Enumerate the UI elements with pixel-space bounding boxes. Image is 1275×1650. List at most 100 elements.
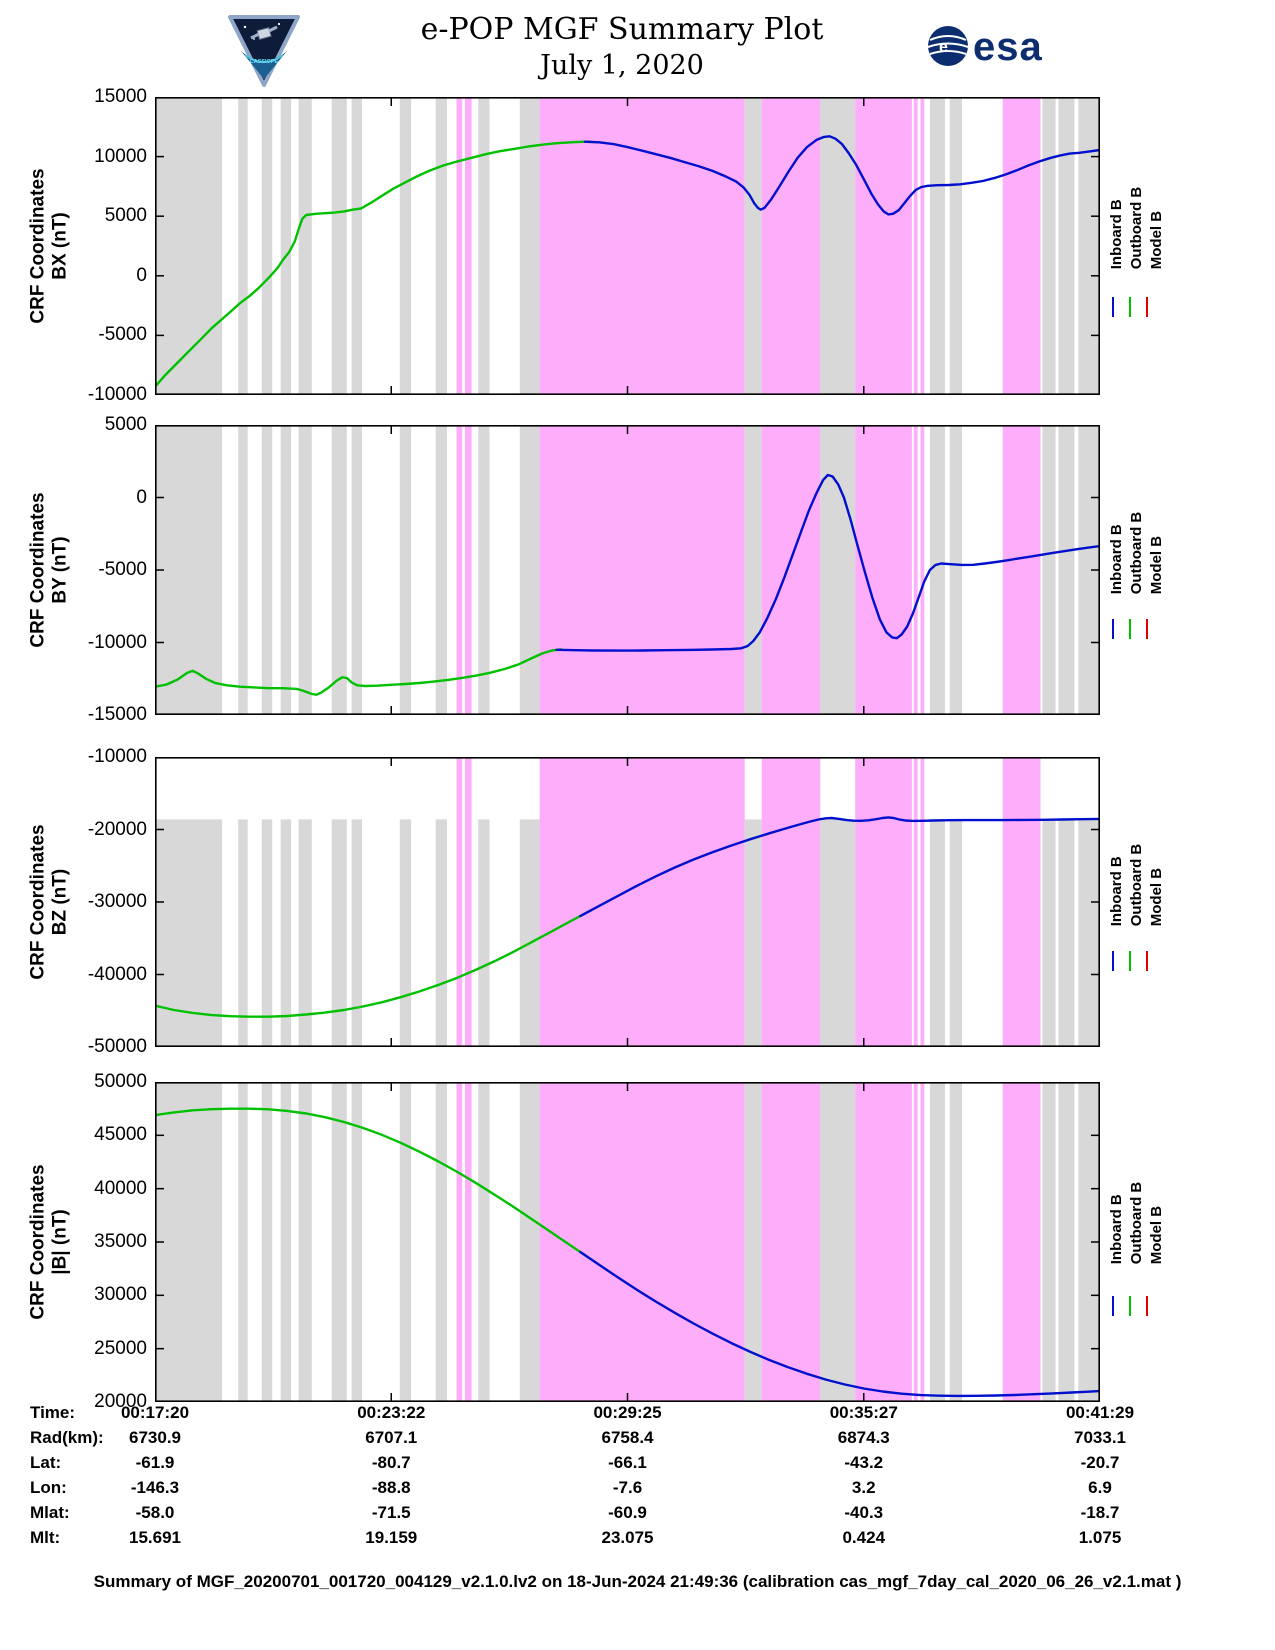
- gray-band: [1042, 97, 1056, 395]
- magenta-band: [1002, 97, 1041, 395]
- gray-band: [261, 97, 273, 395]
- magenta-band: [539, 757, 745, 1047]
- table-row: Rad(km): 6730.9 6707.1 6758.4 6874.3 7033.1: [0, 1428, 1275, 1453]
- by-plot-area: [155, 425, 1100, 715]
- magenta-band: [761, 757, 821, 1047]
- series-line-outboard: [155, 648, 563, 696]
- legend-mark-inboard: [1112, 951, 1114, 972]
- series-line-outboard: [155, 1107, 591, 1260]
- gray-band: [298, 1082, 312, 1402]
- legend-mark-model: [1146, 296, 1148, 317]
- ephemeris-table: Time: 00:17:20 00:23:22 00:29:25 00:35:27 00:…: [0, 1403, 1275, 1553]
- bz-plot-area: [155, 757, 1100, 1047]
- legend-label-model: Model B: [1148, 867, 1165, 926]
- gray-band: [280, 425, 292, 715]
- gray-band: [1058, 819, 1075, 1047]
- gray-band: [744, 819, 762, 1047]
- gray-band: [1078, 1082, 1100, 1402]
- gray-band: [929, 97, 945, 395]
- y-tick-label: 35000: [94, 1231, 147, 1252]
- table-row: Mlat: -58.0 -71.5 -60.9 -40.3 -18.7: [0, 1503, 1275, 1528]
- bz-ytick-labels: -10000 -20000 -30000 -40000 -50000: [5, 746, 147, 1057]
- gray-band: [1078, 819, 1100, 1047]
- legend-label-inboard: Inboard B: [1108, 523, 1125, 594]
- magenta-band: [920, 1082, 925, 1402]
- table-cell: 6730.9: [129, 1428, 181, 1447]
- gray-band: [1078, 97, 1100, 395]
- magenta-band: [456, 757, 463, 1047]
- gray-band: [435, 819, 447, 1047]
- table-cell: 19.159: [365, 1528, 418, 1547]
- y-tick-label: -20000: [87, 818, 147, 840]
- magenta-band: [465, 425, 472, 715]
- legend-label-inboard: Inboard B: [1108, 199, 1125, 270]
- y-tick-label: 45000: [94, 1124, 147, 1146]
- gray-band: [435, 1082, 447, 1402]
- plot-border: [155, 1082, 1100, 1402]
- gray-band: [435, 97, 447, 395]
- gray-band: [478, 1082, 490, 1402]
- bx-legend: Inboard B Outboard B Model B: [1106, 97, 1184, 395]
- bx-ytick-labels: 15000 10000 5000 0 -5000 -10000: [5, 86, 147, 405]
- table-cell: 00:29:25: [593, 1403, 662, 1422]
- magenta-band: [1002, 1082, 1041, 1402]
- y-tick-label: -50000: [87, 1036, 147, 1057]
- legend-label-inboard: Inboard B: [1108, 1194, 1125, 1265]
- y-tick-label: -40000: [87, 963, 147, 985]
- table-cell: 0.424: [842, 1528, 886, 1547]
- gray-band: [280, 97, 292, 395]
- gray-band: [351, 819, 362, 1047]
- table-cell: 00:41:29: [1065, 1403, 1135, 1422]
- patch-text: CASSIOPE: [250, 59, 279, 65]
- gray-band: [519, 819, 540, 1047]
- y-tick-label: 20000: [94, 1391, 147, 1412]
- gray-band: [820, 819, 856, 1047]
- patch-earth: [241, 51, 287, 79]
- series-line-outboard: [155, 909, 591, 1018]
- footer-summary-text: Summary of MGF_20200701_001720_004129_v2…: [93, 1572, 1182, 1591]
- magenta-band: [456, 1082, 463, 1402]
- y-tick-label: -10000: [87, 384, 147, 405]
- legend-mark-outboard: [1129, 619, 1131, 640]
- panel-bmag: CRF Coordinates |B| (nT) 50000 45000 40000…: [28, 1071, 1165, 1412]
- y-tick-label: -10000: [87, 631, 147, 653]
- legend-label-model: Model B: [1148, 211, 1165, 270]
- gray-band: [399, 97, 412, 395]
- y-tick-label: 10000: [94, 145, 147, 167]
- magenta-band: [855, 97, 912, 395]
- gray-band: [435, 425, 447, 715]
- magenta-band: [539, 97, 745, 395]
- magenta-band: [465, 97, 472, 395]
- magenta-band: [761, 425, 821, 715]
- gray-band: [155, 425, 223, 715]
- y-tick-label: -5000: [98, 324, 147, 346]
- gray-band: [261, 1082, 273, 1402]
- table-cell: 6758.4: [601, 1428, 654, 1447]
- bmag-plot-area: [155, 1082, 1100, 1402]
- magenta-band: [456, 97, 463, 395]
- legend-mark-outboard: [1129, 1296, 1131, 1317]
- gray-band: [478, 425, 490, 715]
- legend-mark-inboard: [1112, 296, 1114, 317]
- gray-band: [298, 97, 312, 395]
- gray-band: [399, 1082, 412, 1402]
- table-cell: -60.9: [608, 1503, 647, 1522]
- legend-mark-model: [1146, 619, 1148, 640]
- table-cell: -71.5: [371, 1503, 411, 1522]
- gray-band: [478, 97, 490, 395]
- table-row: Mlt: 15.691 19.159 23.075 0.424 1.075: [0, 1528, 1275, 1553]
- table-row-label: Rad(km):: [30, 1428, 104, 1447]
- magenta-band: [539, 1082, 745, 1402]
- gray-band: [1042, 819, 1056, 1047]
- bx-plot-area: [155, 97, 1100, 395]
- gray-band: [744, 425, 762, 715]
- gray-band: [519, 1082, 540, 1402]
- table-cell: 00:23:22: [357, 1403, 426, 1422]
- magenta-band: [465, 1082, 472, 1402]
- y-tick-label: -5000: [98, 559, 147, 580]
- table-cell: -88.8: [371, 1478, 411, 1497]
- gray-band: [949, 819, 962, 1047]
- magenta-band: [920, 757, 925, 1047]
- y-tick-label: -15000: [87, 704, 147, 725]
- gray-band: [929, 819, 945, 1047]
